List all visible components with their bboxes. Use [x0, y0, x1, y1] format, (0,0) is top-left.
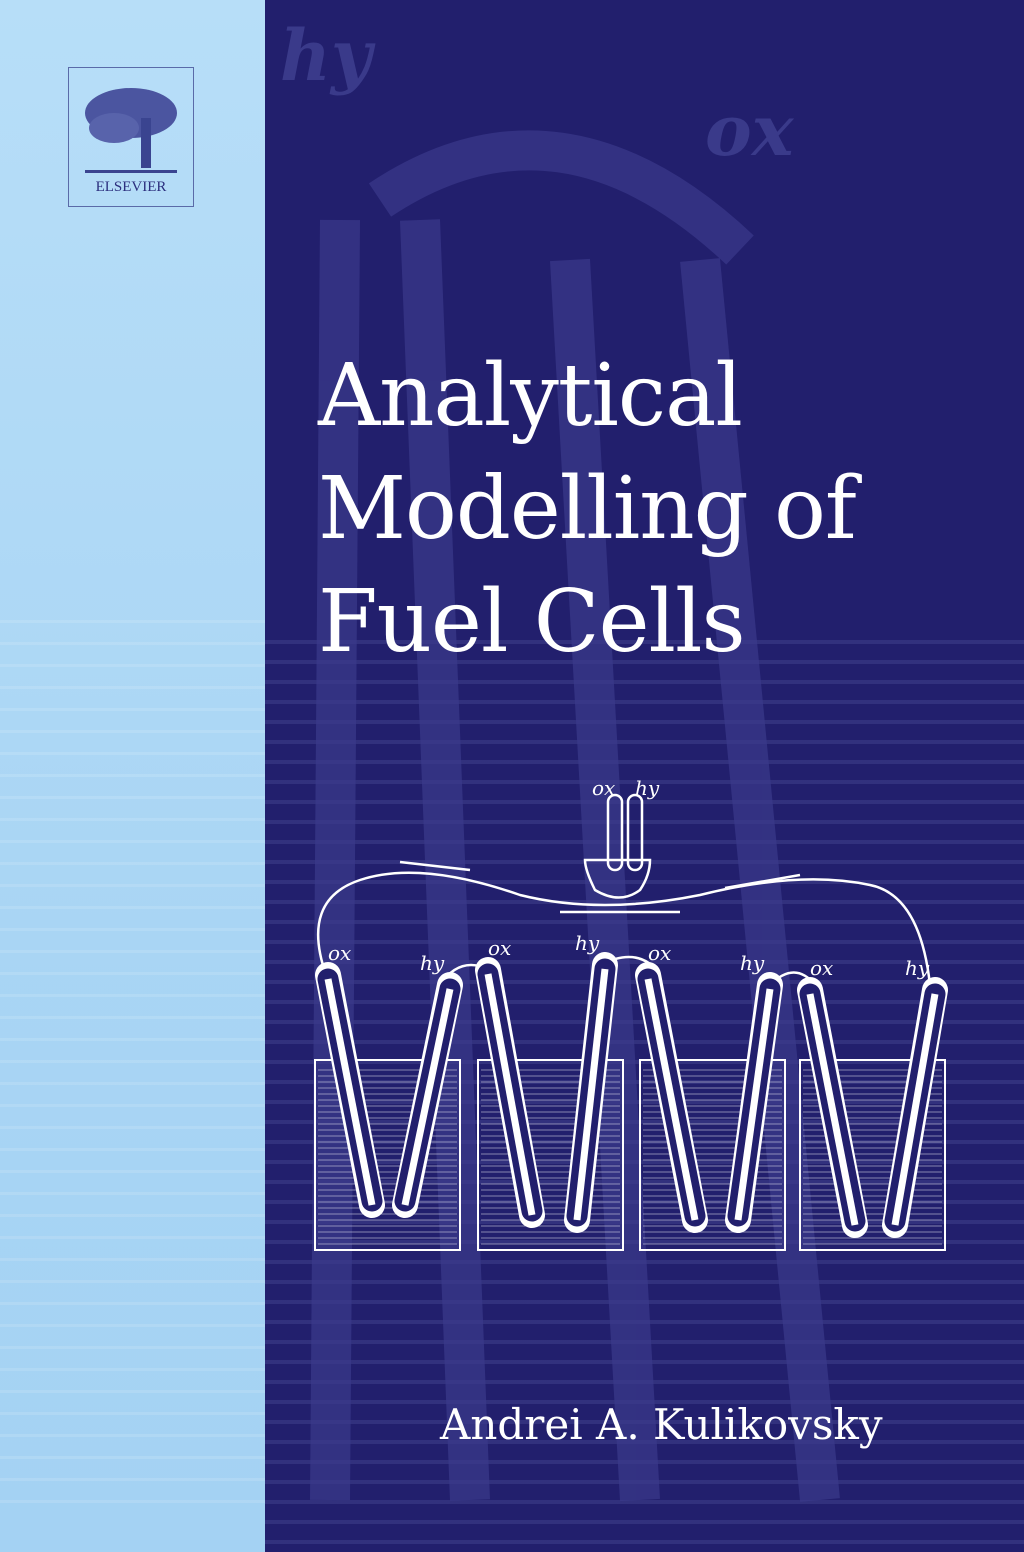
top-label-ox: ox — [592, 776, 615, 800]
gas-tube — [725, 972, 783, 1233]
electrolyte-jar — [314, 1059, 461, 1251]
cell-label-hy: hy — [905, 956, 930, 980]
left-panel — [0, 0, 265, 1552]
gas-tube — [475, 957, 545, 1228]
cell-label-ox: ox — [488, 936, 511, 960]
ghost-label-ox: ox — [705, 89, 795, 172]
electrolyte-jar — [477, 1059, 624, 1251]
title-line-2: Modelling of — [318, 459, 857, 559]
cell-label-hy: hy — [420, 951, 445, 975]
cell-label-ox: ox — [648, 941, 671, 965]
cell-label-hy: hy — [575, 931, 600, 955]
gas-tube — [635, 962, 708, 1233]
title-line-3: Fuel Cells — [318, 572, 746, 672]
ghost-label-hy: hy — [280, 14, 376, 97]
electrolyte-jar — [799, 1059, 946, 1251]
gas-tube — [564, 952, 618, 1233]
elsevier-tree-logo — [85, 88, 177, 173]
cell-label-ox: ox — [328, 941, 351, 965]
gas-tube — [315, 962, 385, 1218]
elsevier-logo: ELSEVIER — [68, 67, 194, 207]
top-label-hy: hy — [635, 776, 660, 800]
cell-label-hy: hy — [740, 951, 765, 975]
book-title: Analytical Modelling of Fuel Cells — [318, 340, 857, 679]
gas-tube — [392, 972, 463, 1218]
cell-label-ox: ox — [810, 956, 833, 980]
gas-tube — [882, 977, 948, 1238]
publisher-name: ELSEVIER — [95, 179, 167, 195]
gas-tube — [797, 977, 868, 1238]
title-line-1: Analytical — [318, 346, 743, 446]
electrolyte-jar — [639, 1059, 786, 1251]
author-name: Andrei A. Kulikovsky — [440, 1400, 883, 1449]
left-texture — [0, 620, 265, 1520]
